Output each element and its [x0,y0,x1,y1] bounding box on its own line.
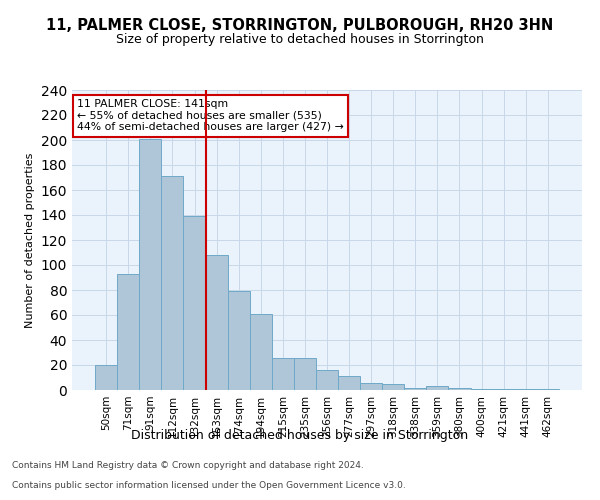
Bar [427,386,448,390]
Bar [338,376,360,390]
Bar [161,176,184,390]
Text: 11, PALMER CLOSE, STORRINGTON, PULBOROUGH, RH20 3HN: 11, PALMER CLOSE, STORRINGTON, PULBOROUG… [46,18,554,32]
Text: 11 PALMER CLOSE: 141sqm
← 55% of detached houses are smaller (535)
44% of semi-d: 11 PALMER CLOSE: 141sqm ← 55% of detache… [77,99,344,132]
Bar [95,365,117,390]
Bar [227,291,250,390]
Text: Contains public sector information licensed under the Open Government Licence v3: Contains public sector information licen… [12,481,406,490]
Bar [360,382,382,390]
Bar [250,314,272,390]
Bar [493,389,515,390]
Text: Contains HM Land Registry data © Crown copyright and database right 2024.: Contains HM Land Registry data © Crown c… [12,461,364,470]
Bar [272,358,294,390]
Bar [117,274,139,390]
Bar [206,255,227,390]
Bar [139,138,161,390]
Bar [537,389,559,390]
Bar [316,370,338,390]
Bar [382,384,404,390]
Text: Size of property relative to detached houses in Storrington: Size of property relative to detached ho… [116,32,484,46]
Text: Distribution of detached houses by size in Storrington: Distribution of detached houses by size … [131,428,469,442]
Y-axis label: Number of detached properties: Number of detached properties [25,152,35,328]
Bar [448,388,470,390]
Bar [294,358,316,390]
Bar [404,388,427,390]
Bar [515,389,537,390]
Bar [470,389,493,390]
Bar [184,216,206,390]
